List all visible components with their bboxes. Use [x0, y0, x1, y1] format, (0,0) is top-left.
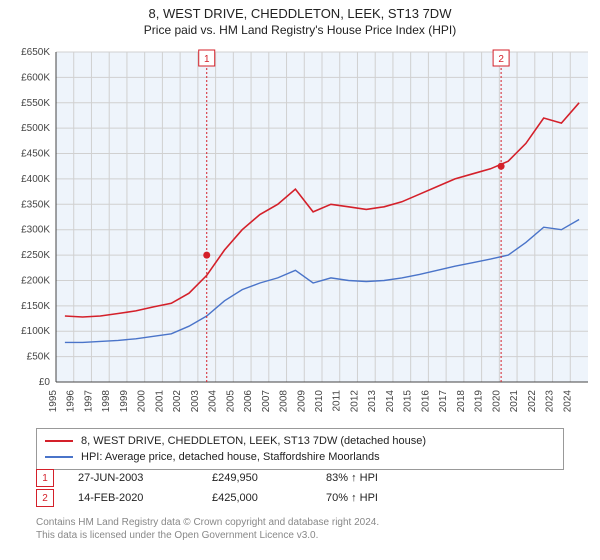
chart-title-block: 8, WEST DRIVE, CHEDDLETON, LEEK, ST13 7D…	[0, 0, 600, 37]
svg-text:1999: 1999	[119, 390, 130, 413]
svg-text:2001: 2001	[154, 390, 165, 413]
chart-area: £0 £50K £100K £150K £200K £250K £300K £350K £400…	[6, 44, 594, 424]
svg-text:2003: 2003	[190, 390, 201, 413]
svg-text:2023: 2023	[545, 390, 556, 413]
chart-title: 8, WEST DRIVE, CHEDDLETON, LEEK, ST13 7D…	[0, 6, 600, 21]
svg-text:1995: 1995	[48, 390, 59, 413]
svg-text:£500K: £500K	[21, 123, 50, 134]
svg-text:1996: 1996	[66, 390, 77, 413]
svg-text:2002: 2002	[172, 390, 183, 413]
svg-text:£150K: £150K	[21, 301, 50, 312]
svg-text:£600K: £600K	[21, 72, 50, 83]
svg-text:1997: 1997	[83, 390, 94, 413]
svg-text:£450K: £450K	[21, 149, 50, 160]
svg-text:2016: 2016	[420, 390, 431, 413]
svg-text:2017: 2017	[438, 390, 449, 413]
marker-row-1: 1 27-JUN-2003 £249,950 83% ↑ HPI	[36, 468, 564, 488]
svg-text:£400K: £400K	[21, 174, 50, 185]
svg-text:2: 2	[498, 54, 504, 65]
legend-label-1: HPI: Average price, detached house, Staf…	[81, 451, 380, 463]
legend-label-0: 8, WEST DRIVE, CHEDDLETON, LEEK, ST13 7D…	[81, 435, 426, 447]
svg-text:2004: 2004	[208, 390, 219, 413]
legend-item-0: 8, WEST DRIVE, CHEDDLETON, LEEK, ST13 7D…	[45, 433, 555, 449]
svg-text:2008: 2008	[279, 390, 290, 413]
marker-price-1: £249,950	[212, 472, 302, 484]
marker-pct-1: 83% ↑ HPI	[326, 472, 446, 484]
marker-price-2: £425,000	[212, 492, 302, 504]
svg-text:£550K: £550K	[21, 98, 50, 109]
marker-badge-2: 2	[36, 489, 54, 507]
svg-text:2022: 2022	[527, 390, 538, 413]
svg-text:2009: 2009	[296, 390, 307, 413]
svg-text:2007: 2007	[261, 390, 272, 413]
svg-text:£50K: £50K	[27, 352, 51, 363]
svg-text:£300K: £300K	[21, 225, 50, 236]
svg-text:2015: 2015	[403, 390, 414, 413]
svg-text:1998: 1998	[101, 390, 112, 413]
legend-swatch-0	[45, 440, 73, 442]
svg-text:£250K: £250K	[21, 250, 50, 261]
marker-date-1: 27-JUN-2003	[78, 472, 188, 484]
marker-pct-2: 70% ↑ HPI	[326, 492, 446, 504]
svg-text:£200K: £200K	[21, 275, 50, 286]
line-chart-svg: £0 £50K £100K £150K £200K £250K £300K £350K £400…	[6, 44, 594, 424]
svg-text:£100K: £100K	[21, 326, 50, 337]
svg-text:2005: 2005	[225, 390, 236, 413]
legend-swatch-1	[45, 456, 73, 458]
svg-text:2024: 2024	[562, 390, 573, 413]
svg-text:2018: 2018	[456, 390, 467, 413]
svg-text:£0: £0	[39, 377, 51, 388]
svg-text:2020: 2020	[491, 390, 502, 413]
svg-text:2013: 2013	[367, 390, 378, 413]
svg-text:2014: 2014	[385, 390, 396, 413]
svg-text:2006: 2006	[243, 390, 254, 413]
legend: 8, WEST DRIVE, CHEDDLETON, LEEK, ST13 7D…	[36, 428, 564, 470]
marker-row-2: 2 14-FEB-2020 £425,000 70% ↑ HPI	[36, 488, 564, 508]
svg-text:2000: 2000	[137, 390, 148, 413]
svg-text:2011: 2011	[332, 390, 343, 412]
svg-text:2012: 2012	[349, 390, 360, 413]
marker-badge-1: 1	[36, 469, 54, 487]
footnote-line-2: This data is licensed under the Open Gov…	[36, 529, 576, 542]
svg-text:£350K: £350K	[21, 199, 50, 210]
svg-text:2019: 2019	[474, 390, 485, 413]
footnote: Contains HM Land Registry data © Crown c…	[36, 516, 576, 542]
legend-item-1: HPI: Average price, detached house, Staf…	[45, 449, 555, 465]
marker-table: 1 27-JUN-2003 £249,950 83% ↑ HPI 2 14-FE…	[36, 468, 564, 508]
chart-subtitle: Price paid vs. HM Land Registry's House …	[0, 23, 600, 37]
svg-text:£650K: £650K	[21, 47, 50, 58]
footnote-line-1: Contains HM Land Registry data © Crown c…	[36, 516, 576, 529]
svg-text:1: 1	[204, 54, 210, 65]
marker-date-2: 14-FEB-2020	[78, 492, 188, 504]
svg-text:2021: 2021	[509, 390, 520, 413]
svg-text:2010: 2010	[314, 390, 325, 413]
